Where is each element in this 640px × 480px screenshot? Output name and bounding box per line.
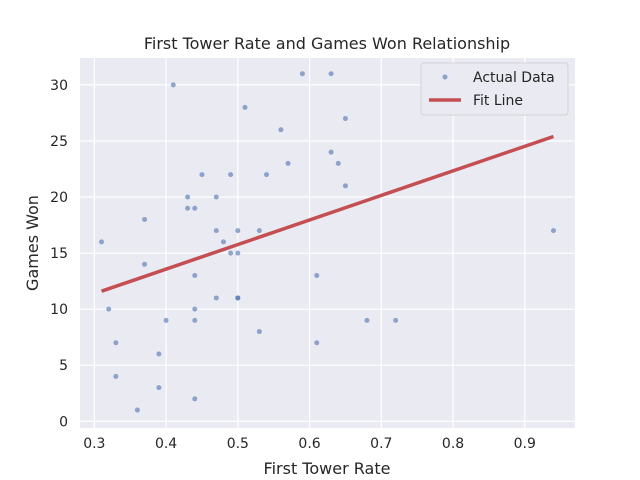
data-point (142, 261, 148, 267)
legend: Actual Data Fit Line (420, 62, 569, 116)
y-tick-label: 20 (50, 190, 68, 206)
data-point (235, 295, 241, 301)
x-axis-label: First Tower Rate (264, 459, 391, 478)
data-point (170, 82, 176, 88)
data-point (242, 104, 248, 110)
data-point (256, 329, 262, 335)
data-points (99, 71, 556, 413)
x-tick-label: 0.4 (155, 436, 177, 452)
data-point (328, 71, 334, 77)
data-point (156, 385, 162, 391)
data-point (342, 116, 348, 122)
data-point (213, 228, 219, 234)
data-point (156, 351, 162, 357)
data-point (185, 194, 191, 200)
data-point (285, 160, 291, 166)
data-point (228, 250, 234, 256)
data-point (256, 228, 262, 234)
data-point (192, 306, 198, 312)
plot-area (80, 58, 575, 428)
data-point (264, 172, 270, 178)
data-point (192, 273, 198, 279)
data-point (228, 172, 234, 178)
data-point (163, 317, 169, 323)
data-point (106, 306, 112, 312)
data-point (99, 239, 105, 245)
data-point (314, 340, 320, 346)
data-point (364, 317, 370, 323)
data-point (113, 373, 119, 379)
data-point (192, 317, 198, 323)
x-tick-labels: 0.3 0.4 0.5 0.6 0.7 0.8 0.9 (83, 436, 536, 452)
data-point (213, 194, 219, 200)
x-tick-label: 0.5 (227, 436, 249, 452)
legend-label-actual-data: Actual Data (473, 70, 555, 86)
data-point (199, 172, 205, 178)
legend-box (420, 62, 569, 116)
data-point (335, 160, 341, 166)
x-tick-label: 0.6 (298, 436, 320, 452)
data-point (142, 216, 148, 222)
y-tick-labels: 0 5 10 15 20 25 30 (50, 78, 68, 430)
x-tick-label: 0.9 (514, 436, 536, 452)
data-point (192, 396, 198, 402)
data-point (299, 71, 305, 77)
data-point (113, 340, 119, 346)
x-tick-label: 0.3 (83, 436, 105, 452)
y-tick-label: 0 (59, 414, 68, 430)
chart-title: First Tower Rate and Games Won Relations… (144, 34, 510, 53)
legend-label-fit-line: Fit Line (473, 93, 523, 109)
y-tick-label: 30 (50, 78, 68, 94)
data-point (134, 407, 140, 413)
x-tick-label: 0.8 (442, 436, 464, 452)
y-tick-label: 15 (50, 246, 68, 262)
data-point (213, 295, 219, 301)
y-axis-label: Games Won (23, 195, 42, 291)
x-tick-label: 0.7 (370, 436, 392, 452)
data-point (235, 228, 241, 234)
y-tick-label: 5 (59, 358, 68, 374)
legend-marker-actual-data (442, 74, 448, 80)
data-point (192, 205, 198, 211)
data-point (314, 273, 320, 279)
data-point (220, 239, 226, 245)
data-point (393, 317, 399, 323)
data-point (278, 127, 284, 133)
data-point (550, 228, 556, 234)
fit-line (100, 134, 555, 293)
y-tick-label: 10 (50, 302, 68, 318)
data-point (342, 183, 348, 189)
y-tick-label: 25 (50, 134, 68, 150)
data-point (328, 149, 334, 155)
data-point (235, 250, 241, 256)
data-point (185, 205, 191, 211)
